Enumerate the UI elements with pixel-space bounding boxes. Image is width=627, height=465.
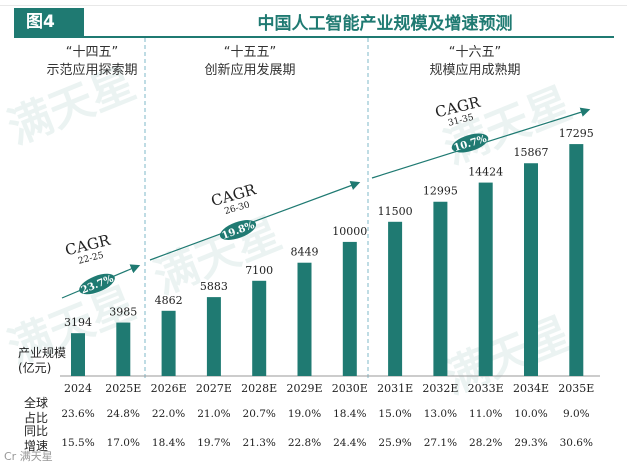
x-tick-label: 2028E	[241, 382, 277, 395]
x-tick-label: 2029E	[286, 382, 322, 395]
bar	[478, 182, 493, 376]
yoy-growth-value: 25.9%	[378, 437, 411, 449]
global-share-value: 20.7%	[243, 408, 276, 420]
bar-series: 3194 2024 23.6% 15.5% 3985 2025E 24.8% 17.0% 486…	[61, 127, 594, 449]
x-tick-label: 2031E	[377, 382, 413, 395]
period-name: “十四五”	[65, 45, 119, 60]
cagr-badge-22-25: 23.7%	[79, 273, 116, 296]
global-share-value: 13.0%	[424, 408, 457, 420]
global-share-value: 22.0%	[152, 408, 185, 420]
bar-value-label: 3985	[109, 306, 137, 319]
period-label-14th: “十四五” 示范应用探索期	[22, 44, 162, 80]
period-label-15th: “十五五” 创新应用发展期	[180, 44, 320, 80]
period-desc: 示范应用探索期	[46, 63, 138, 78]
figure-tag: 图4	[14, 8, 84, 36]
x-tick-label: 2032E	[422, 382, 458, 395]
footer-watermark: Cr 满天星	[4, 450, 53, 463]
yoy-growth-value: 30.6%	[560, 437, 593, 449]
row-header-line: 同比	[24, 424, 49, 438]
global-share-value: 9.0%	[563, 408, 590, 420]
row-header-line: 全球	[24, 396, 49, 410]
bar-value-label: 3194	[64, 316, 92, 329]
row-header-line: 产业规模	[18, 346, 67, 360]
title-underline	[14, 36, 614, 38]
chart-title: 中国人工智能产业规模及增速预测	[257, 14, 513, 34]
bar-value-label: 17295	[559, 127, 594, 140]
row-header-line: 占比	[24, 411, 49, 425]
yoy-growth-value: 27.1%	[424, 437, 457, 449]
yoy-growth-value: 28.2%	[469, 437, 502, 449]
row-header-yoy-growth: 同比 增速	[24, 424, 48, 454]
cropped-header-strip	[0, 0, 627, 6]
bar	[161, 310, 176, 376]
bar-value-label: 4862	[155, 294, 183, 307]
row-header-line: 增速	[24, 439, 49, 453]
bar-value-label: 8449	[291, 246, 319, 259]
x-tick-label: 2035E	[558, 382, 594, 395]
global-share-value: 11.0%	[469, 408, 502, 420]
period-name: “十六五”	[448, 45, 502, 60]
bar-value-label: 14424	[468, 166, 503, 179]
period-desc: 规模应用成熟期	[429, 63, 521, 78]
row-header-line: (亿元)	[18, 361, 52, 375]
bar	[252, 280, 267, 376]
bar-value-label: 10000	[332, 225, 367, 238]
cagr-badge-oval	[219, 220, 257, 240]
x-tick-label: 2026E	[151, 382, 187, 395]
yoy-growth-value: 21.3%	[243, 437, 276, 449]
global-share-value: 15.0%	[378, 408, 411, 420]
bar-value-label: 5883	[200, 280, 228, 293]
bar-value-label: 7100	[245, 264, 273, 277]
x-tick-label: 2033E	[468, 382, 504, 395]
global-share-value: 10.0%	[514, 408, 547, 420]
global-share-value: 18.4%	[333, 408, 366, 420]
bar	[388, 221, 403, 376]
row-header-scale: 产业规模 (亿元)	[18, 346, 66, 376]
bar	[342, 241, 357, 376]
period-name: “十五五”	[223, 45, 277, 60]
bar	[71, 333, 85, 376]
cagr-badge-26-30: 19.8%	[219, 220, 257, 242]
bar-value-label: 15867	[514, 146, 549, 159]
global-share-value: 21.0%	[197, 408, 230, 420]
bar-value-label: 11500	[378, 205, 413, 218]
bar-value-label: 12995	[423, 185, 458, 198]
x-tick-label: 2034E	[513, 382, 549, 395]
yoy-growth-value: 24.4%	[333, 437, 366, 449]
x-tick-label: 2030E	[332, 382, 368, 395]
bar	[524, 163, 538, 376]
yoy-growth-value: 29.3%	[514, 437, 547, 449]
bar	[569, 144, 584, 376]
period-label-16th: “十六五” 规模应用成熟期	[400, 44, 550, 80]
cagr-badge-oval	[79, 273, 115, 295]
cagr-badge-oval	[451, 133, 489, 153]
yoy-growth-value: 17.0%	[107, 437, 140, 449]
period-desc: 创新应用发展期	[204, 63, 296, 78]
row-header-global-share: 全球 占比	[24, 396, 48, 426]
x-tick-label: 2027E	[196, 382, 232, 395]
cagr-badge-31-35: 10.7%	[451, 133, 489, 154]
bar	[116, 322, 131, 376]
x-tick-label: 2025E	[105, 382, 141, 395]
bar	[433, 201, 448, 376]
global-share-value: 19.0%	[288, 408, 321, 420]
bar	[206, 297, 221, 376]
x-tick-label: 2024	[64, 382, 92, 395]
yoy-growth-value: 18.4%	[152, 437, 185, 449]
bar	[297, 262, 312, 376]
global-share-value: 24.8%	[107, 408, 140, 420]
yoy-growth-value: 15.5%	[61, 437, 94, 449]
global-share-value: 23.6%	[61, 408, 94, 420]
yoy-growth-value: 22.8%	[288, 437, 321, 449]
yoy-growth-value: 19.7%	[197, 437, 230, 449]
